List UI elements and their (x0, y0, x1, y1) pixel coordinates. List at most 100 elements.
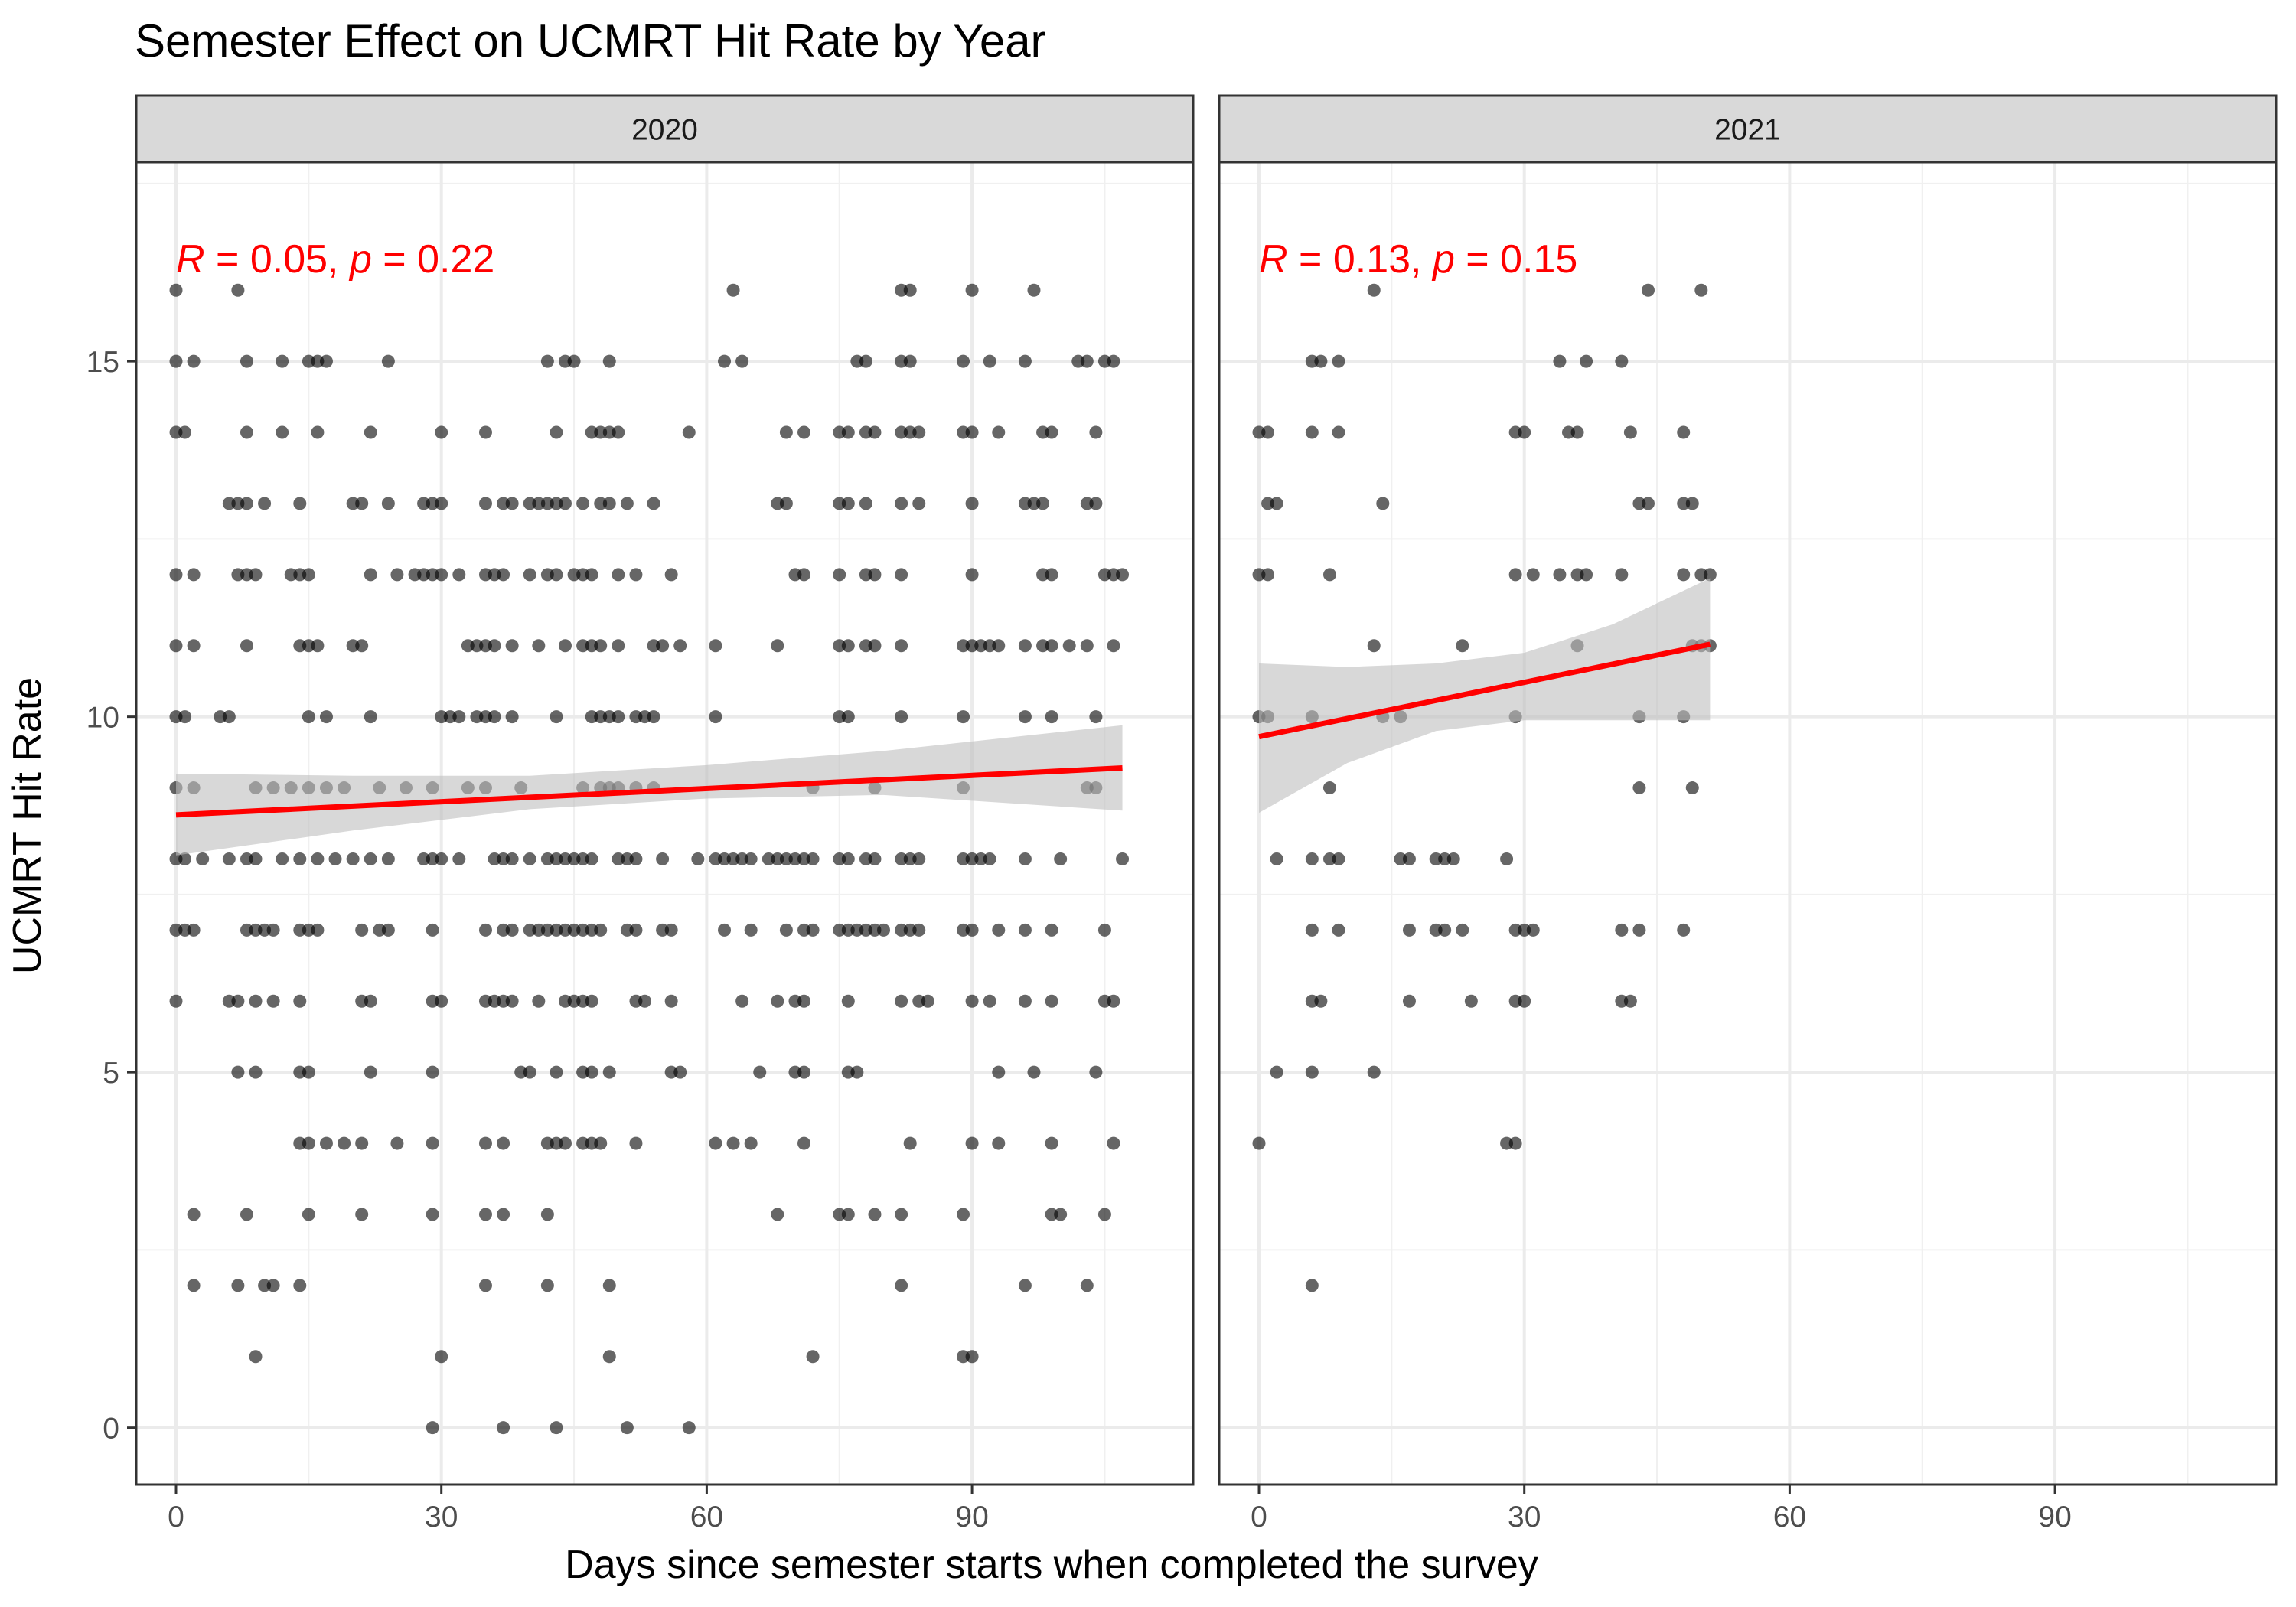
data-point (550, 568, 563, 582)
data-point (682, 425, 696, 439)
data-point (178, 710, 192, 724)
data-point (1045, 1136, 1058, 1150)
data-point (276, 354, 289, 368)
data-point (1402, 852, 1416, 865)
data-point (1045, 568, 1058, 582)
facet-strip-label: 2021 (1714, 114, 1781, 147)
data-point (1367, 639, 1381, 653)
data-point (744, 852, 758, 865)
data-point (629, 1136, 643, 1150)
data-point (664, 994, 678, 1008)
data-point (319, 354, 333, 368)
data-point (1694, 283, 1708, 297)
data-point (249, 1350, 263, 1364)
data-point (594, 1136, 608, 1150)
data-point (426, 1136, 439, 1150)
data-point (1703, 568, 1717, 582)
regression-line (1258, 641, 1711, 740)
data-point (364, 710, 377, 724)
y-tick-label: 10 (86, 702, 119, 735)
data-point (240, 497, 253, 510)
data-point (1089, 1065, 1103, 1079)
data-point (602, 497, 616, 510)
data-point (682, 1421, 696, 1435)
data-point (249, 994, 263, 1008)
panel-2021: 2021 R = 0.13, p = 0.15 0 30 60 90 (1218, 94, 2278, 1534)
data-point (664, 568, 678, 582)
data-point (1089, 425, 1103, 439)
data-point (1500, 852, 1514, 865)
data-point (1261, 425, 1275, 439)
data-point (797, 1065, 811, 1079)
data-point (1107, 994, 1120, 1008)
data-point (497, 1208, 510, 1221)
data-point (1305, 1279, 1319, 1292)
data-point (293, 994, 307, 1008)
data-point (497, 1421, 510, 1435)
data-point (550, 1065, 563, 1079)
data-point (1322, 781, 1336, 795)
data-point (523, 568, 536, 582)
data-point (656, 639, 670, 653)
data-point (656, 852, 670, 865)
data-point (452, 852, 466, 865)
data-point (1107, 639, 1120, 653)
data-point (550, 710, 563, 724)
data-point (602, 1065, 616, 1079)
data-point (1018, 710, 1032, 724)
data-point (222, 852, 236, 865)
data-point (1036, 497, 1050, 510)
x-tick-label: 60 (690, 1501, 723, 1534)
annotation-symbol: R (176, 237, 205, 282)
data-point (965, 568, 979, 582)
data-point (806, 852, 820, 865)
data-point (1045, 710, 1058, 724)
data-point (364, 852, 377, 865)
data-point (594, 923, 608, 937)
data-point (1027, 283, 1041, 297)
data-point (1080, 354, 1094, 368)
data-point (895, 1279, 908, 1292)
data-point (895, 639, 908, 653)
data-point (841, 994, 855, 1008)
data-point (1580, 568, 1593, 582)
data-point (1623, 425, 1637, 439)
data-point (1116, 852, 1130, 865)
data-point (532, 639, 546, 653)
data-point (1464, 994, 1478, 1008)
data-point (567, 354, 581, 368)
data-point (435, 994, 448, 1008)
data-point (647, 497, 660, 510)
data-point (338, 1136, 351, 1150)
data-point (673, 639, 687, 653)
x-tick-label: 90 (2038, 1501, 2071, 1534)
data-point (992, 425, 1006, 439)
data-point (258, 497, 272, 510)
data-point (709, 639, 722, 653)
data-point (1553, 354, 1567, 368)
data-point (726, 283, 740, 297)
data-point (1615, 923, 1629, 937)
data-point (452, 710, 466, 724)
data-point (196, 852, 210, 865)
data-point (673, 1065, 687, 1079)
facet-strip (135, 94, 1195, 164)
data-point (620, 497, 634, 510)
data-point (497, 1136, 510, 1150)
data-point (1270, 852, 1283, 865)
data-point (1685, 781, 1699, 795)
data-point (1116, 568, 1130, 582)
data-point (1018, 1279, 1032, 1292)
data-point (718, 354, 732, 368)
data-point (355, 923, 369, 937)
data-point (983, 852, 996, 865)
data-point (903, 283, 917, 297)
data-point (1553, 568, 1567, 582)
data-point (1332, 923, 1345, 937)
data-point (779, 923, 793, 937)
data-point (311, 425, 325, 439)
data-point (797, 568, 811, 582)
data-point (1623, 994, 1637, 1008)
data-point (868, 639, 882, 653)
